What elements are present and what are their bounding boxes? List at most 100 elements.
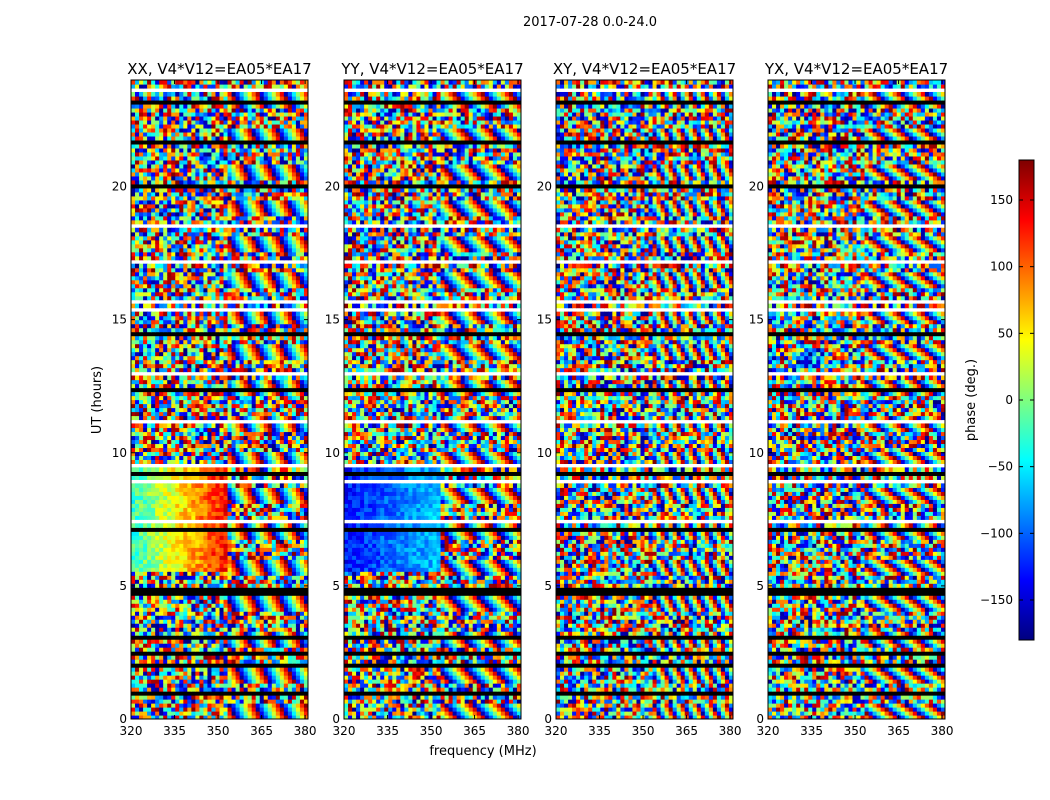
heatmap-cell xyxy=(147,643,152,648)
heatmap-cell xyxy=(275,547,281,552)
heatmap-cell xyxy=(283,543,289,548)
heatmap-cell xyxy=(183,607,188,612)
heatmap-cell xyxy=(175,407,180,413)
heatmap-cell xyxy=(211,483,217,488)
heatmap-cell xyxy=(159,287,164,293)
heatmap-cell xyxy=(295,667,301,672)
heatmap-cell xyxy=(303,451,308,457)
heatmap-cell xyxy=(247,675,253,680)
heatmap-cell xyxy=(203,211,209,217)
heatmap-cell xyxy=(287,503,293,508)
heatmap-cell xyxy=(271,563,277,568)
heatmap-cell xyxy=(163,695,168,700)
heatmap-cell xyxy=(251,283,257,289)
heatmap-cell xyxy=(195,483,200,488)
heatmap-cell xyxy=(191,599,196,604)
heatmap-cell xyxy=(179,255,184,261)
heatmap-cell xyxy=(187,195,192,201)
heatmap-cell xyxy=(195,335,200,341)
heatmap-cell xyxy=(279,319,285,325)
heatmap-cell xyxy=(279,399,285,405)
heatmap-cell xyxy=(183,467,188,472)
heatmap-cell xyxy=(255,499,261,504)
heatmap-cell xyxy=(279,443,285,449)
heatmap-cell xyxy=(287,611,293,616)
heatmap-cell xyxy=(287,195,293,201)
heatmap-cell xyxy=(147,295,152,301)
heatmap-cell xyxy=(179,491,184,496)
heatmap-cell xyxy=(255,671,261,676)
heatmap-cell xyxy=(139,383,144,389)
heatmap-cell xyxy=(283,315,289,321)
heatmap-cell xyxy=(279,707,285,712)
heatmap-cell xyxy=(227,619,233,624)
heatmap-cell xyxy=(255,551,261,556)
heatmap-cell xyxy=(299,675,305,680)
heatmap-cell xyxy=(139,523,144,528)
heatmap-cell xyxy=(295,379,301,385)
heatmap-cell xyxy=(175,615,180,620)
heatmap-cell xyxy=(199,659,205,664)
heatmap-cell xyxy=(219,275,225,281)
heatmap-cell xyxy=(231,367,237,373)
heatmap-cell xyxy=(159,675,164,680)
heatmap-cell xyxy=(235,211,241,217)
heatmap-cell xyxy=(263,271,269,277)
heatmap-cell xyxy=(243,231,249,237)
heatmap-cell xyxy=(299,491,305,496)
heatmap-cell xyxy=(263,211,269,217)
heatmap-cell xyxy=(223,195,229,201)
heatmap-cell xyxy=(235,279,241,285)
heatmap-cell xyxy=(287,383,293,389)
heatmap-cell xyxy=(275,227,281,233)
heatmap-cell xyxy=(207,543,213,548)
heatmap-cell xyxy=(259,679,265,684)
heatmap-cell xyxy=(227,239,233,245)
heatmap-cell xyxy=(203,207,209,213)
heatmap-cell xyxy=(151,695,156,700)
heatmap-cell xyxy=(247,391,253,397)
heatmap-cell xyxy=(255,231,261,237)
heatmap-cell xyxy=(143,647,148,652)
heatmap-cell xyxy=(135,447,140,453)
heatmap-cell xyxy=(131,659,136,664)
heatmap-cell xyxy=(155,275,160,281)
heatmap-cell xyxy=(139,211,144,217)
heatmap-cell xyxy=(159,211,164,217)
heatmap-cell xyxy=(135,683,140,688)
heatmap-cell xyxy=(291,615,297,620)
heatmap-cell xyxy=(235,271,241,277)
heatmap-cell xyxy=(179,287,184,293)
heatmap-cell xyxy=(171,411,176,417)
heatmap-cell xyxy=(179,715,184,719)
heatmap-cell xyxy=(135,515,140,520)
heatmap-cell xyxy=(183,359,188,365)
heatmap-cell xyxy=(163,267,168,273)
heatmap-cell xyxy=(235,403,241,409)
heatmap-cell xyxy=(223,603,229,608)
heatmap-cell xyxy=(215,319,221,325)
heatmap-cell xyxy=(179,603,184,608)
heatmap-cell xyxy=(259,251,265,257)
heatmap-cell xyxy=(167,339,172,345)
heatmap-cell xyxy=(295,675,301,680)
heatmap-cell xyxy=(279,659,285,664)
heatmap-cell xyxy=(231,647,237,652)
heatmap-cell xyxy=(275,323,281,329)
heatmap-cell xyxy=(151,335,156,341)
heatmap-cell xyxy=(203,363,209,369)
heatmap-cell xyxy=(279,411,285,417)
heatmap-cell xyxy=(227,227,233,233)
heatmap-cell xyxy=(195,487,200,492)
heatmap-cell xyxy=(267,515,273,520)
heatmap-cell xyxy=(211,199,217,205)
heatmap-cell xyxy=(227,659,233,664)
heatmap-cell xyxy=(283,707,289,712)
heatmap-cell xyxy=(163,219,168,225)
heatmap-cell xyxy=(227,415,233,421)
heatmap-cell xyxy=(303,699,308,704)
heatmap-cell xyxy=(155,191,160,197)
heatmap-cell xyxy=(195,431,200,437)
heatmap-cell xyxy=(191,395,196,401)
heatmap-cell xyxy=(251,403,257,409)
